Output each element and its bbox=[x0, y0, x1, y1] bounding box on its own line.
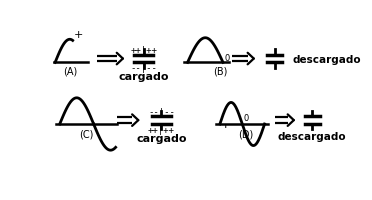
Text: cargado: cargado bbox=[136, 133, 187, 143]
Text: ++|++: ++|++ bbox=[148, 125, 175, 134]
Text: --|--: --|-- bbox=[130, 64, 157, 73]
Text: 0: 0 bbox=[243, 114, 248, 123]
Text: ++|++: ++|++ bbox=[130, 46, 157, 55]
Text: --|--: --|-- bbox=[148, 107, 175, 116]
Text: (A): (A) bbox=[62, 66, 77, 76]
Text: 0: 0 bbox=[225, 53, 230, 62]
Text: (B): (B) bbox=[213, 66, 227, 76]
Text: (D): (D) bbox=[238, 129, 254, 139]
Text: (C): (C) bbox=[79, 129, 93, 139]
Text: descargado: descargado bbox=[278, 132, 347, 142]
Text: +: + bbox=[74, 30, 84, 40]
Text: ': ' bbox=[224, 124, 227, 137]
Text: cargado: cargado bbox=[118, 72, 169, 82]
Text: descargado: descargado bbox=[292, 54, 361, 64]
